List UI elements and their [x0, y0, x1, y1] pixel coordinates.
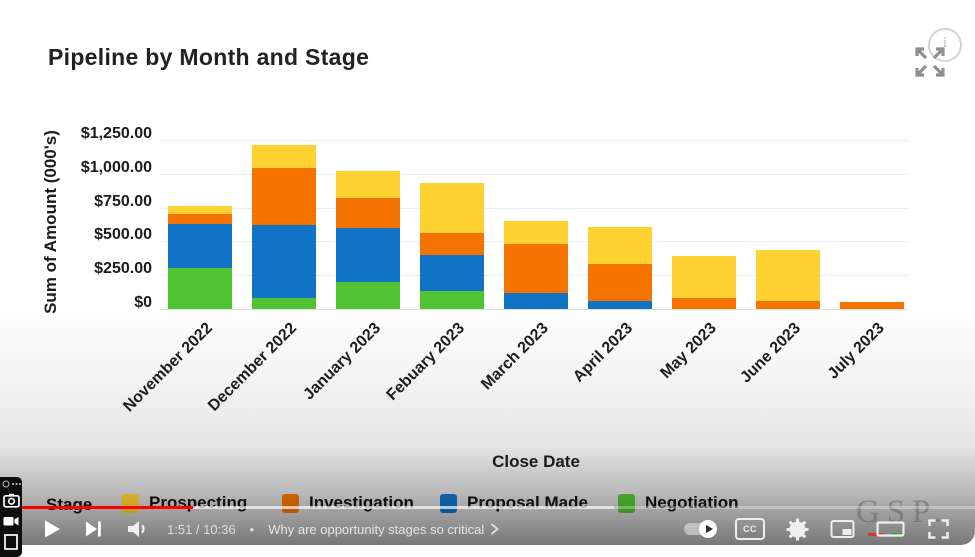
chapter-button[interactable]: Why are opportunity stages so critical	[268, 521, 500, 537]
player-bottom-gradient	[0, 447, 975, 545]
bar-segment	[168, 268, 232, 309]
chart-title: Pipeline by Month and Stage	[48, 44, 370, 70]
camera-icon[interactable]	[2, 493, 20, 508]
bar-segment	[756, 300, 820, 309]
bar-segment	[168, 206, 232, 215]
fullscreen-button[interactable]	[926, 517, 951, 541]
bar-segment	[336, 227, 400, 282]
time-display: 1:51 / 10:36	[167, 521, 236, 537]
autoplay-knob	[699, 520, 717, 538]
bar-segment	[504, 221, 568, 245]
theater-mode-button[interactable]	[876, 518, 905, 540]
toolbar-menu-dots[interactable]	[1, 479, 21, 489]
y-tick-label: $250.00	[94, 260, 152, 278]
watermark-dash-red	[868, 533, 884, 536]
x-axis-title: Close Date	[492, 452, 580, 472]
bar-segment	[420, 233, 484, 255]
bar-segment	[756, 249, 820, 301]
bar-segment	[420, 183, 484, 234]
bar-segment	[588, 300, 652, 309]
bar-segment	[252, 145, 316, 169]
play-button[interactable]	[44, 519, 61, 539]
bar-segment	[420, 254, 484, 292]
volume-button[interactable]	[126, 519, 149, 539]
chevron-right-icon	[491, 523, 500, 535]
settings-button[interactable]	[786, 517, 809, 541]
square-capture-icon[interactable]	[4, 534, 18, 550]
miniplayer-button[interactable]	[830, 518, 855, 540]
bar-segment	[168, 214, 232, 224]
bar-segment	[840, 302, 904, 309]
bar-segment	[672, 256, 736, 299]
video-camera-icon[interactable]	[3, 514, 19, 528]
video-player[interactable]: Pipeline by Month and Stage Sum of Amoun…	[0, 0, 975, 545]
progress-bar[interactable]	[0, 506, 975, 509]
expand-image-icon[interactable]	[910, 42, 950, 87]
bar-segment	[252, 298, 316, 309]
legend-swatch	[618, 493, 635, 513]
gridline	[160, 207, 908, 209]
video-watermark: GSP.	[855, 494, 949, 530]
bar-segment	[420, 291, 484, 309]
bar-segment	[588, 226, 652, 265]
chapter-title: Why are opportunity stages so critical	[268, 521, 485, 537]
separator-dot: •	[249, 521, 255, 537]
info-icon[interactable]: i	[928, 28, 962, 62]
bar-segment	[672, 298, 736, 309]
next-button[interactable]	[85, 520, 102, 538]
capture-extension-toolbar[interactable]	[0, 477, 22, 557]
legend-item: Negotiation	[618, 493, 739, 513]
legend-title: Stage	[46, 495, 92, 515]
gridline	[160, 173, 908, 175]
subtitles-button[interactable]: CC	[735, 518, 765, 540]
autoplay-toggle[interactable]	[684, 520, 717, 538]
legend-label: Negotiation	[645, 493, 739, 513]
bar-segment	[336, 281, 400, 309]
bar-segment	[504, 244, 568, 293]
progress-buffered	[0, 506, 615, 509]
gridline	[160, 140, 908, 141]
bar-segment	[252, 225, 316, 299]
y-tick-label: $750.00	[94, 192, 152, 210]
bar-segment	[336, 198, 400, 228]
bar-segment	[252, 168, 316, 226]
y-tick-label: $0	[134, 294, 152, 311]
bar-segment	[504, 292, 568, 309]
bar-segment	[588, 264, 652, 301]
progress-played	[0, 506, 194, 509]
bar-segment	[168, 223, 232, 269]
y-tick-label: $1,000.00	[80, 158, 152, 176]
y-tick-label: $500.00	[94, 226, 152, 244]
x-axis-line	[160, 309, 908, 310]
y-tick-label: $1,250.00	[80, 125, 152, 142]
bar-segment	[336, 171, 400, 199]
player-controls: 1:51 / 10:36 • Why are opportunity stage…	[0, 514, 975, 544]
